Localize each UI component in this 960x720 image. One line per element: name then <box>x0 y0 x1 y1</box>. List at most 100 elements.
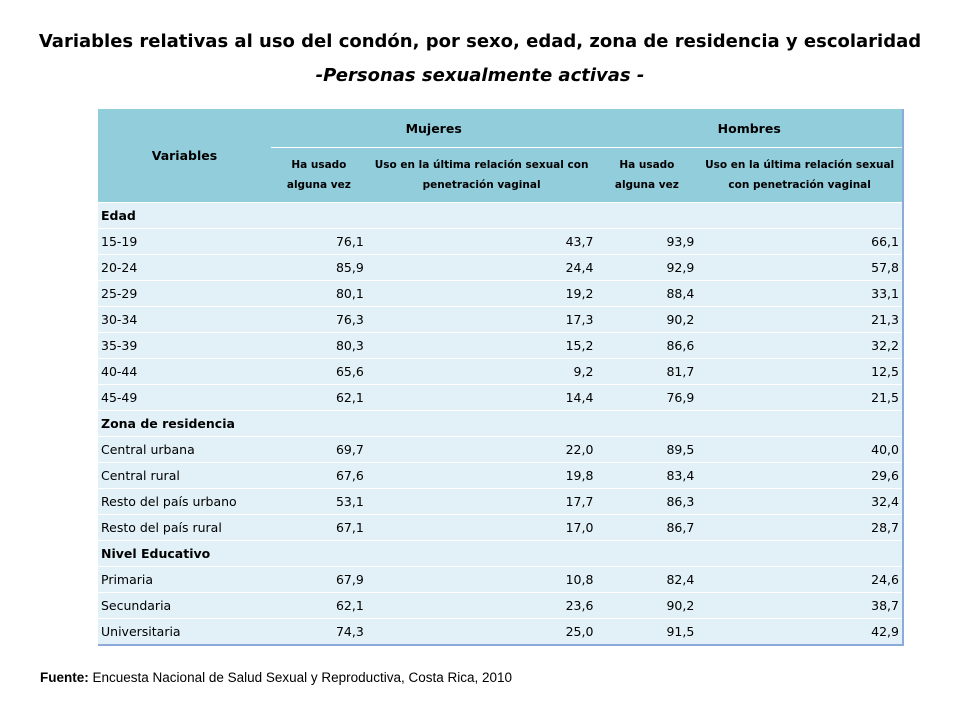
table-cell: 66,1 <box>697 228 903 255</box>
source-note: Fuente: Encuesta Nacional de Salud Sexua… <box>40 669 512 687</box>
table-body: Edad 15-19 76,1 43,7 93,9 66,1 20-24 85,9 24,4 92… <box>98 202 903 646</box>
page-title: Variables relativas al uso del condón, p… <box>38 31 922 52</box>
table-cell: 28,7 <box>697 514 903 541</box>
table-cell: 42,9 <box>697 618 903 646</box>
table-row: 25-29 80,1 19,2 88,4 33,1 <box>98 280 903 307</box>
subheader-hombres-ultima-relacion: Uso en la última relación sexual con pen… <box>697 147 903 203</box>
table-row: 40-44 65,6 9,2 81,7 12,5 <box>98 358 903 385</box>
table-cell: 12,5 <box>697 358 903 385</box>
table-row: 45-49 62,1 14,4 76,9 21,5 <box>98 384 903 411</box>
table-cell: 32,4 <box>697 488 903 515</box>
table-cell: 25,0 <box>366 618 597 646</box>
section-label: Edad <box>98 202 903 229</box>
table-cell: 9,2 <box>366 358 597 385</box>
table-cell: 21,5 <box>697 384 903 411</box>
subheader-hombres-alguna-vez: Ha usado alguna vez <box>596 147 698 203</box>
table-cell: 22,0 <box>366 436 597 463</box>
table-row: 15-19 76,1 43,7 93,9 66,1 <box>98 228 903 255</box>
table-cell: 76,9 <box>596 384 698 411</box>
table-row: Secundaria 62,1 23,6 90,2 38,7 <box>98 592 903 619</box>
table-row: Central rural 67,6 19,8 83,4 29,6 <box>98 462 903 489</box>
table-row: Resto del país rural 67,1 17,0 86,7 28,7 <box>98 514 903 541</box>
table-cell: 93,9 <box>596 228 698 255</box>
row-label: Resto del país urbano <box>98 488 271 515</box>
page-subtitle: -Personas sexualmente activas - <box>315 65 645 86</box>
row-label: 15-19 <box>98 228 271 255</box>
row-label: 45-49 <box>98 384 271 411</box>
table-cell: 91,5 <box>596 618 698 646</box>
table-cell: 76,3 <box>270 306 367 333</box>
row-label: Central rural <box>98 462 271 489</box>
table-cell: 29,6 <box>697 462 903 489</box>
table-cell: 67,1 <box>270 514 367 541</box>
table-cell: 17,3 <box>366 306 597 333</box>
variables-header: Variables <box>98 109 271 203</box>
table-cell: 85,9 <box>270 254 367 281</box>
table-header: Variables Mujeres Hombres Ha usado algun… <box>98 109 903 203</box>
section-label: Nivel Educativo <box>98 540 903 567</box>
row-label: Primaria <box>98 566 271 593</box>
table-cell: 62,1 <box>270 384 367 411</box>
subheader-mujeres-alguna-vez: Ha usado alguna vez <box>270 147 367 203</box>
source-text: Encuesta Nacional de Salud Sexual y Repr… <box>92 670 513 685</box>
section-row: Zona de residencia <box>98 410 903 437</box>
row-label: Resto del país rural <box>98 514 271 541</box>
table-row: Central urbana 69,7 22,0 89,5 40,0 <box>98 436 903 463</box>
table-row: Universitaria 74,3 25,0 91,5 42,9 <box>98 618 903 646</box>
table-row: 20-24 85,9 24,4 92,9 57,8 <box>98 254 903 281</box>
table-cell: 86,7 <box>596 514 698 541</box>
row-label: Central urbana <box>98 436 271 463</box>
table-cell: 38,7 <box>697 592 903 619</box>
row-label: 25-29 <box>98 280 271 307</box>
row-label: Secundaria <box>98 592 271 619</box>
row-label: 30-34 <box>98 306 271 333</box>
section-label: Zona de residencia <box>98 410 903 437</box>
table-cell: 83,4 <box>596 462 698 489</box>
table-cell: 15,2 <box>366 332 597 359</box>
table-cell: 23,6 <box>366 592 597 619</box>
table-cell: 86,6 <box>596 332 698 359</box>
row-label: 20-24 <box>98 254 271 281</box>
table-cell: 32,2 <box>697 332 903 359</box>
table-cell: 24,6 <box>697 566 903 593</box>
group-header-hombres: Hombres <box>596 109 903 148</box>
table-cell: 19,2 <box>366 280 597 307</box>
table-cell: 33,1 <box>697 280 903 307</box>
table-row: Resto del país urbano 53,1 17,7 86,3 32,4 <box>98 488 903 515</box>
row-label: 40-44 <box>98 358 271 385</box>
table-cell: 88,4 <box>596 280 698 307</box>
table-cell: 43,7 <box>366 228 597 255</box>
table-cell: 17,0 <box>366 514 597 541</box>
source-label: Fuente: <box>40 670 89 685</box>
subheader-mujeres-ultima-relacion: Uso en la última relación sexual con pen… <box>366 147 597 203</box>
table-cell: 90,2 <box>596 306 698 333</box>
table-row: 30-34 76,3 17,3 90,2 21,3 <box>98 306 903 333</box>
table-cell: 81,7 <box>596 358 698 385</box>
table-row: 35-39 80,3 15,2 86,6 32,2 <box>98 332 903 359</box>
table-cell: 89,5 <box>596 436 698 463</box>
section-row: Edad <box>98 202 903 229</box>
row-label: Universitaria <box>98 618 271 646</box>
table-cell: 40,0 <box>697 436 903 463</box>
group-header-mujeres: Mujeres <box>270 109 597 148</box>
table-row: Primaria 67,9 10,8 82,4 24,6 <box>98 566 903 593</box>
table-cell: 80,1 <box>270 280 367 307</box>
section-row: Nivel Educativo <box>98 540 903 567</box>
table-cell: 90,2 <box>596 592 698 619</box>
row-label: 35-39 <box>98 332 271 359</box>
table-cell: 67,9 <box>270 566 367 593</box>
table-cell: 67,6 <box>270 462 367 489</box>
table-cell: 86,3 <box>596 488 698 515</box>
table-cell: 53,1 <box>270 488 367 515</box>
table-cell: 65,6 <box>270 358 367 385</box>
table-cell: 80,3 <box>270 332 367 359</box>
table-cell: 14,4 <box>366 384 597 411</box>
table-cell: 17,7 <box>366 488 597 515</box>
table-cell: 74,3 <box>270 618 367 646</box>
table-cell: 10,8 <box>366 566 597 593</box>
table-cell: 92,9 <box>596 254 698 281</box>
data-table: Variables Mujeres Hombres Ha usado algun… <box>98 109 904 646</box>
table-cell: 19,8 <box>366 462 597 489</box>
table-cell: 57,8 <box>697 254 903 281</box>
table-cell: 62,1 <box>270 592 367 619</box>
